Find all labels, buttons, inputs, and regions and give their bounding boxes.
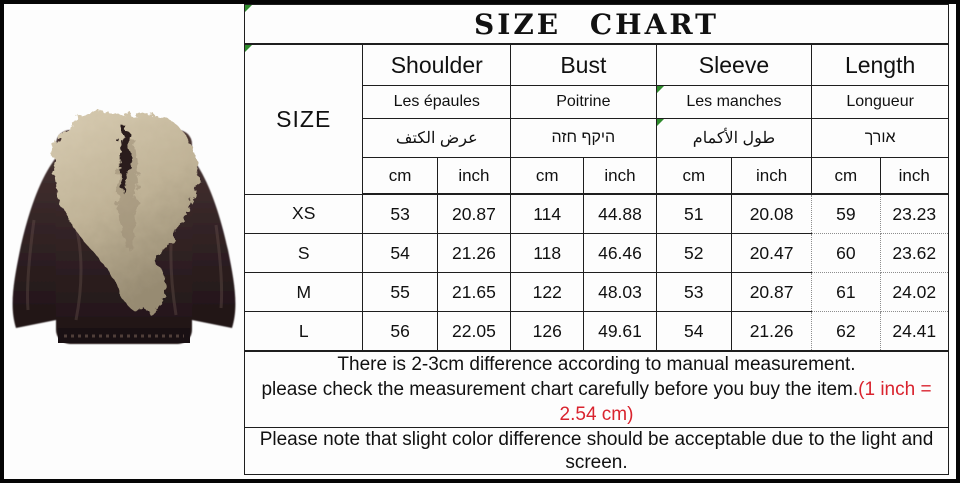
- chart-title-text: SIZE CHART: [474, 7, 719, 41]
- measurement-cell: 20.08: [730, 193, 813, 234]
- measurement-cell: 55: [362, 272, 438, 312]
- measurement-cell: 53: [655, 272, 732, 312]
- col-header-bust-intl: היקף חזה: [510, 118, 657, 158]
- measurement-cell: 54: [655, 311, 732, 352]
- size-column-header: SIZE: [243, 43, 364, 195]
- col-header-shoulder-fr: Les épaules: [362, 85, 512, 119]
- col-header-length: Length: [811, 43, 949, 86]
- jacket-photo: [12, 112, 236, 344]
- size-row-label: M: [243, 272, 364, 312]
- excel-marker-icon: [245, 45, 252, 52]
- col-header-length-fr: Longueur: [811, 85, 949, 119]
- color-difference-note: Please note that slight color difference…: [244, 427, 949, 475]
- table-row-l: L 56 22.05 126 49.61 54 21.26 62 24.41: [243, 311, 950, 352]
- product-photo-panel: [4, 4, 244, 479]
- col-header-sleeve: Sleeve: [655, 43, 813, 86]
- size-header-label: SIZE: [276, 105, 332, 132]
- size-row-label: S: [243, 233, 364, 273]
- measurement-cell: 114: [510, 193, 585, 234]
- note-inch-conversion: (1 inch =: [858, 379, 932, 400]
- measurement-cell: 62: [811, 311, 881, 352]
- measurement-cell: 20.47: [730, 233, 813, 273]
- table-row-s: S 54 21.26 118 46.46 52 20.47 60 23.62: [243, 233, 950, 273]
- unit-header-inch: inch: [436, 157, 512, 195]
- measurement-note: There is 2-3cm difference according to m…: [244, 350, 949, 428]
- col-header-sleeve-intl: طول الأكمام: [655, 118, 813, 158]
- unit-header-cm: cm: [655, 157, 732, 195]
- note-line-1: There is 2-3cm difference according to m…: [337, 354, 856, 375]
- measurement-cell: 126: [510, 311, 585, 352]
- measurement-cell: 48.03: [583, 272, 657, 312]
- measurement-cell: 20.87: [730, 272, 813, 312]
- measurement-cell: 22.05: [436, 311, 512, 352]
- col-header-bust: Bust: [510, 43, 657, 86]
- measurement-cell: 53: [362, 193, 438, 234]
- unit-header-inch: inch: [730, 157, 813, 195]
- measurement-cell: 61: [811, 272, 881, 312]
- col-header-bust-fr: Poitrine: [510, 85, 657, 119]
- measurement-cell: 52: [655, 233, 732, 273]
- note-line-2: please check the measurement chart caref…: [261, 379, 859, 400]
- jacket-hem: [58, 328, 190, 343]
- sleeve-intl-label: طول الأكمام: [692, 130, 776, 147]
- measurement-cell: 21.65: [436, 272, 512, 312]
- note-inch-conversion-2: 2.54 cm): [559, 404, 634, 425]
- measurement-cell: 24.02: [879, 272, 950, 312]
- measurement-cell: 51: [655, 193, 732, 234]
- size-chart-table: SIZE CHART SIZE Shoulder Bust Sleeve Len…: [243, 4, 950, 475]
- measurement-cell: 24.41: [879, 311, 950, 352]
- measurement-cell: 21.26: [436, 233, 512, 273]
- unit-header-inch: inch: [879, 157, 950, 195]
- unit-header-inch: inch: [583, 157, 657, 195]
- measurement-cell: 54: [362, 233, 438, 273]
- unit-header-cm: cm: [811, 157, 881, 195]
- measurement-cell: 23.23: [879, 193, 950, 234]
- measurement-cell: 56: [362, 311, 438, 352]
- measurement-cell: 23.62: [879, 233, 950, 273]
- size-row-label: XS: [243, 193, 364, 234]
- size-chart-table-area: SIZE CHART SIZE Shoulder Bust Sleeve Len…: [243, 4, 956, 479]
- excel-marker-icon: [657, 119, 664, 126]
- measurement-cell: 118: [510, 233, 585, 273]
- col-header-shoulder: Shoulder: [362, 43, 512, 86]
- excel-marker-icon: [657, 86, 664, 93]
- unit-header-cm: cm: [362, 157, 438, 195]
- measurement-cell: 122: [510, 272, 585, 312]
- col-header-sleeve-fr: Les manches: [655, 85, 813, 119]
- col-header-length-intl: אורך: [811, 118, 949, 158]
- measurement-cell: 60: [811, 233, 881, 273]
- col-header-shoulder-intl: عرض الكتف: [362, 118, 512, 158]
- table-row-m: M 55 21.65 122 48.03 53 20.87 61 24.02: [243, 272, 950, 312]
- measurement-cell: 59: [811, 193, 881, 234]
- size-row-label: L: [243, 311, 364, 352]
- measurement-cell: 46.46: [583, 233, 657, 273]
- sleeve-fr-label: Les manches: [686, 93, 782, 110]
- excel-marker-icon: [245, 5, 252, 12]
- unit-header-cm: cm: [510, 157, 585, 195]
- measurement-cell: 21.26: [730, 311, 813, 352]
- chart-title: SIZE CHART: [244, 4, 949, 45]
- measurement-cell: 49.61: [583, 311, 657, 352]
- measurement-cell: 44.88: [583, 193, 657, 234]
- table-row-xs: XS 53 20.87 114 44.88 51 20.08 59 23.23: [243, 193, 950, 234]
- measurement-cell: 20.87: [436, 193, 512, 234]
- fur-collar: [52, 112, 198, 312]
